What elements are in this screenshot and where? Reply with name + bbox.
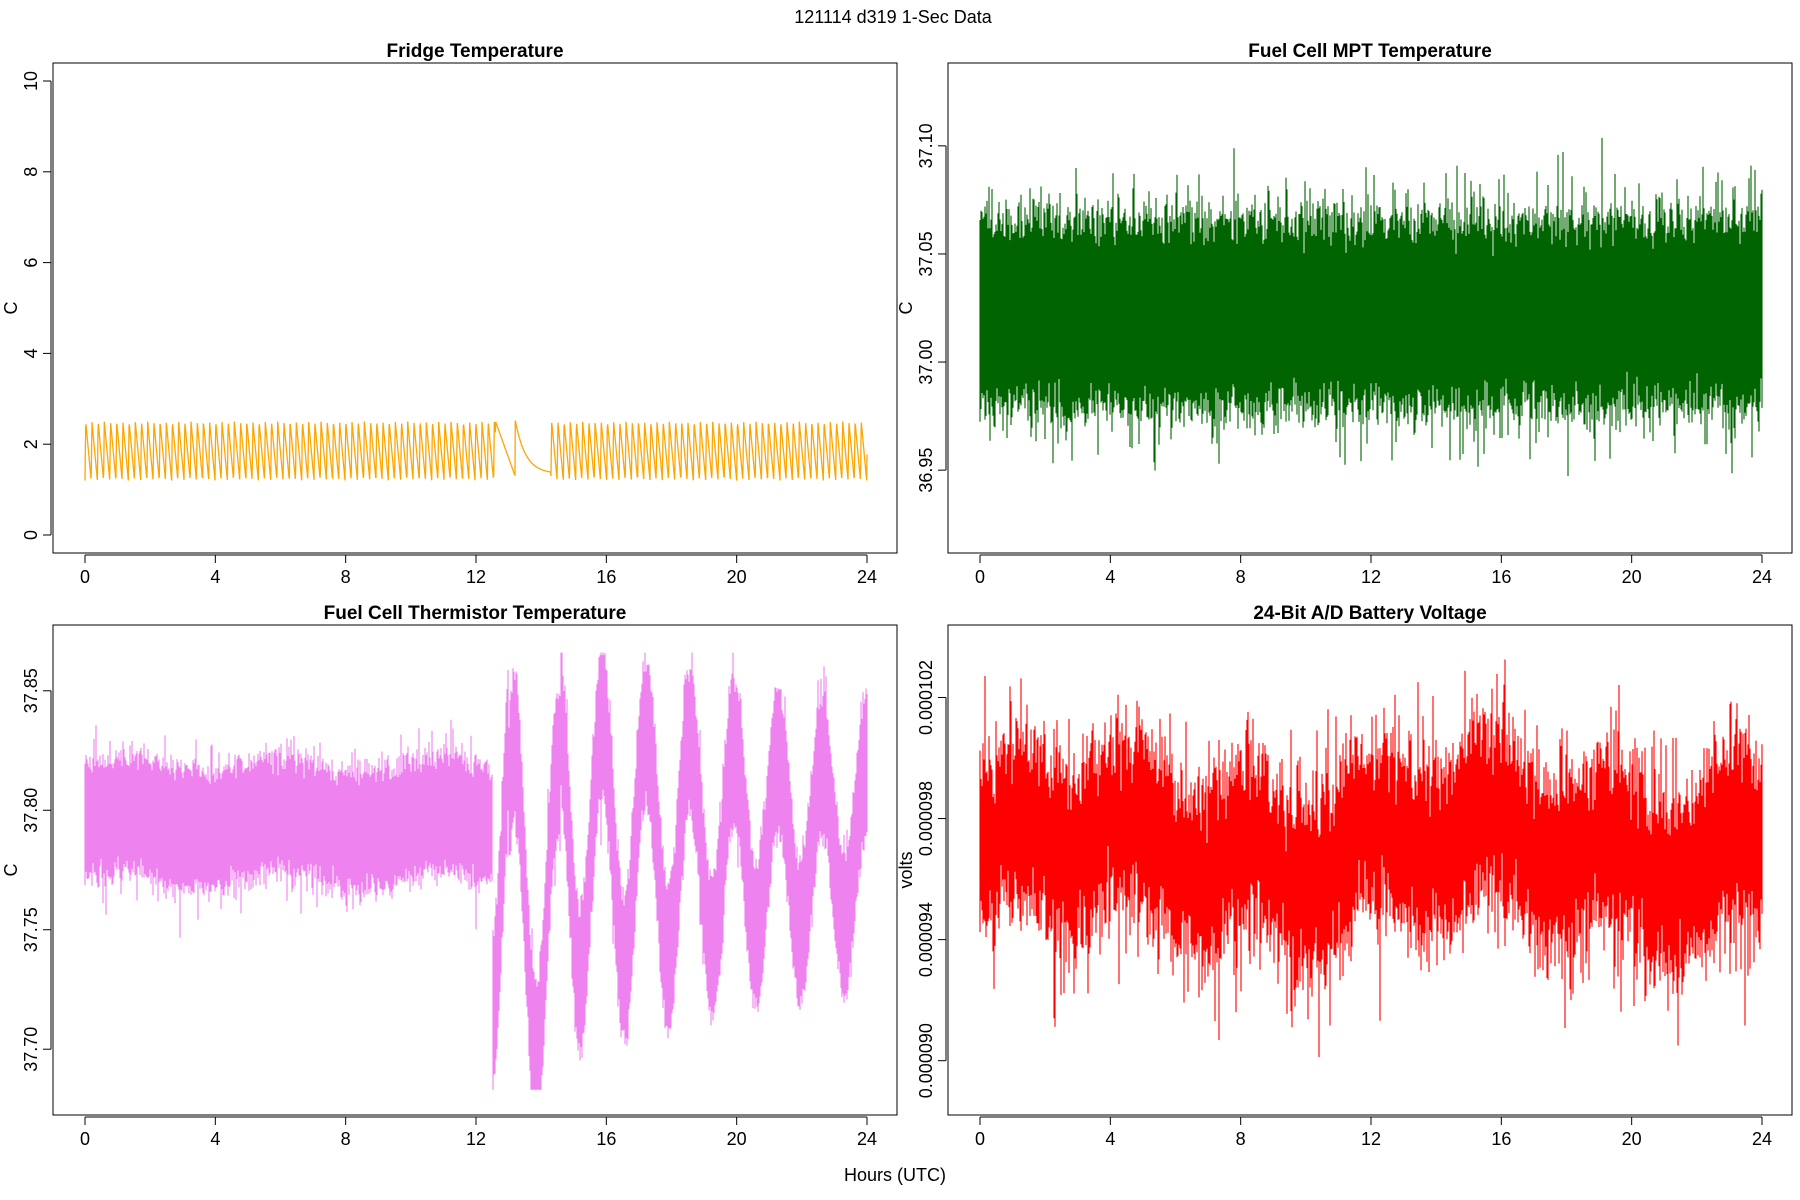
y-axis-label: C	[896, 302, 916, 315]
x-tick-label: 0	[975, 567, 985, 587]
y-tick-label: 0.000098	[916, 781, 936, 856]
y-tick-label: 37.10	[916, 123, 936, 168]
x-tick-label: 8	[1236, 567, 1246, 587]
y-tick-label: 8	[21, 167, 41, 177]
plot-frame	[947, 62, 1793, 554]
chart-title: 24-Bit A/D Battery Voltage	[1253, 603, 1486, 624]
y-tick-label: 37.85	[21, 668, 41, 713]
x-tick-label: 16	[1491, 567, 1511, 587]
x-tick-label: 4	[210, 567, 220, 587]
y-tick-label: 0.000094	[916, 902, 936, 977]
series-line	[979, 659, 1763, 1057]
x-tick-label: 4	[1105, 567, 1115, 587]
series-line	[979, 137, 1763, 477]
x-tick-label: 8	[341, 567, 351, 587]
y-tick-label: 37.75	[21, 907, 41, 952]
x-tick-label: 20	[727, 567, 747, 587]
x-tick-label: 12	[466, 567, 486, 587]
x-tick-label: 16	[596, 1129, 616, 1149]
y-tick-label: 6	[21, 258, 41, 268]
x-tick-label: 12	[466, 1129, 486, 1149]
series-line	[84, 652, 868, 1090]
chart-panel-4: 24-Bit A/D Battery Voltage volts 0 4 8 12 16 20…	[896, 603, 1793, 1149]
x-tick-label: 20	[1622, 567, 1642, 587]
plot-frame	[52, 62, 898, 554]
x-tick-label: 12	[1361, 567, 1381, 587]
chart-panel-2: Fuel Cell MPT Temperature C 0 4 8 12 16 20 24 36.…	[896, 41, 1793, 587]
x-tick-label: 0	[975, 1129, 985, 1149]
series-line	[84, 420, 868, 481]
x-tick-label: 8	[1236, 1129, 1246, 1149]
y-tick-label: 36.95	[916, 448, 936, 493]
x-tick-label: 0	[80, 567, 90, 587]
x-tick-label: 24	[857, 567, 877, 587]
x-tick-label: 16	[1491, 1129, 1511, 1149]
x-tick-label: 20	[727, 1129, 747, 1149]
x-tick-label: 0	[80, 1129, 90, 1149]
plot-frame	[947, 624, 1793, 1116]
x-tick-label: 4	[1105, 1129, 1115, 1149]
y-tick-label: 37.00	[916, 340, 936, 385]
x-tick-label: 24	[1752, 567, 1772, 587]
y-tick-label: 37.05	[916, 231, 936, 276]
y-axis-label: volts	[896, 851, 916, 888]
x-tick-label: 20	[1622, 1129, 1642, 1149]
chart-title: Fridge Temperature	[386, 41, 563, 62]
y-tick-label: 37.80	[21, 788, 41, 833]
plot-frame	[52, 624, 898, 1116]
x-tick-label: 4	[210, 1129, 220, 1149]
y-tick-label: 0.000102	[916, 660, 936, 735]
y-tick-label: 37.70	[21, 1027, 41, 1072]
y-axis-label: C	[1, 864, 21, 877]
y-tick-label: 0.000090	[916, 1023, 936, 1098]
y-tick-label: 4	[21, 348, 41, 358]
figure-suptitle: 121114 d319 1-Sec Data	[794, 7, 992, 27]
chart-title: Fuel Cell MPT Temperature	[1248, 41, 1492, 62]
y-tick-label: 0	[21, 530, 41, 540]
y-axis-label: C	[1, 302, 21, 315]
chart-title: Fuel Cell Thermistor Temperature	[324, 603, 627, 624]
x-tick-label: 8	[341, 1129, 351, 1149]
chart-panel-3: Fuel Cell Thermistor Temperature C 0 4 8 12 16…	[1, 603, 898, 1149]
figure-xlabel: Hours (UTC)	[844, 1165, 946, 1185]
x-tick-label: 16	[596, 567, 616, 587]
x-tick-label: 24	[857, 1129, 877, 1149]
y-tick-label: 10	[21, 71, 41, 91]
y-tick-label: 2	[21, 439, 41, 449]
x-tick-label: 24	[1752, 1129, 1772, 1149]
x-tick-label: 12	[1361, 1129, 1381, 1149]
